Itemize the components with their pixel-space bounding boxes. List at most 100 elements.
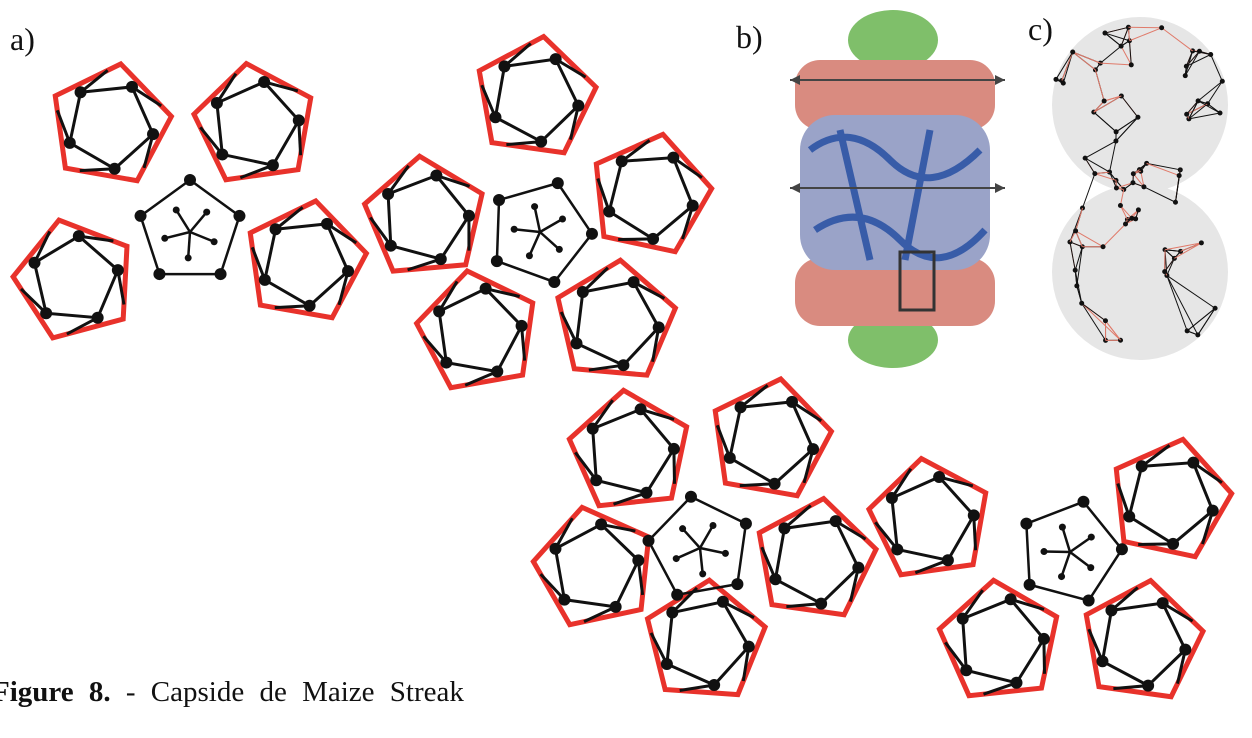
arrow-tip bbox=[185, 254, 192, 261]
subunit bbox=[550, 53, 562, 65]
subunit bbox=[571, 337, 583, 349]
subunit bbox=[233, 210, 245, 222]
subunit bbox=[933, 471, 945, 483]
subunit bbox=[1136, 460, 1148, 472]
subunit bbox=[147, 128, 159, 140]
subunit bbox=[667, 152, 679, 164]
symmetry-arrow bbox=[535, 207, 540, 232]
subunit bbox=[73, 230, 85, 242]
lattice-node bbox=[1083, 156, 1088, 161]
subunit bbox=[587, 423, 599, 435]
subunit bbox=[28, 257, 40, 269]
arrow-tip bbox=[161, 235, 168, 242]
capsid-net bbox=[13, 37, 1232, 697]
subunit bbox=[724, 452, 736, 464]
pentamer-outline bbox=[417, 271, 533, 388]
symmetry-arrow bbox=[540, 232, 559, 249]
arrow-tip bbox=[526, 252, 533, 259]
caption: Figure 8. - Capside de Maize Streak bbox=[0, 676, 464, 709]
symmetry-arrow bbox=[676, 548, 700, 559]
hub-ring bbox=[497, 183, 592, 282]
subunit bbox=[498, 60, 510, 72]
subunit bbox=[708, 679, 720, 691]
subunit bbox=[572, 100, 584, 112]
subunit bbox=[740, 518, 752, 530]
subunit bbox=[957, 613, 969, 625]
subunit bbox=[830, 515, 842, 527]
symmetry-arrow bbox=[188, 232, 190, 258]
geminate-lattice bbox=[1052, 17, 1228, 360]
sphere bbox=[1052, 17, 1228, 193]
pentamer-outline bbox=[1086, 581, 1203, 697]
subunit bbox=[685, 491, 697, 503]
subunit bbox=[632, 554, 644, 566]
symmetry-arrow bbox=[1070, 552, 1091, 568]
arrow-tip bbox=[1087, 564, 1094, 571]
subunit bbox=[717, 596, 729, 608]
subunit bbox=[433, 305, 445, 317]
figure: a) b) c) bbox=[0, 0, 1252, 738]
subunit bbox=[610, 601, 622, 613]
subunit bbox=[1024, 579, 1036, 591]
subunit bbox=[671, 589, 683, 601]
subunit bbox=[661, 658, 673, 670]
subunit bbox=[382, 188, 394, 200]
subunit bbox=[1207, 505, 1219, 517]
symmetry-arrow bbox=[1070, 537, 1091, 552]
pentamer-outline bbox=[558, 260, 675, 375]
subunit bbox=[480, 283, 492, 295]
subunit bbox=[385, 240, 397, 252]
subunit bbox=[1096, 655, 1108, 667]
subunit bbox=[1083, 595, 1095, 607]
subunit bbox=[493, 194, 505, 206]
subunit bbox=[647, 233, 659, 245]
subunit bbox=[40, 307, 52, 319]
symmetry-arrow bbox=[165, 232, 190, 238]
symmetry-arrow bbox=[190, 232, 214, 242]
caption-text: - Capside de Maize Streak bbox=[126, 676, 464, 708]
subunit bbox=[653, 321, 665, 333]
lattice-node bbox=[1199, 240, 1204, 245]
arrow-tip bbox=[531, 203, 538, 210]
symmetry-arrow bbox=[529, 232, 540, 256]
subunit bbox=[807, 443, 819, 455]
subunit bbox=[1179, 644, 1191, 656]
subunit bbox=[321, 218, 333, 230]
arrow-tip bbox=[1058, 573, 1065, 580]
lattice-node bbox=[1196, 98, 1201, 103]
symmetry-arrow bbox=[514, 229, 540, 232]
lattice-node bbox=[1208, 52, 1213, 57]
arrow-tip bbox=[710, 522, 717, 529]
subunit bbox=[64, 137, 76, 149]
subunit bbox=[616, 155, 628, 167]
subunit bbox=[1142, 680, 1154, 692]
lattice-node bbox=[1173, 200, 1178, 205]
subunit bbox=[489, 111, 501, 123]
pentamer-outline bbox=[648, 580, 766, 694]
subunit bbox=[258, 76, 270, 88]
lattice-node bbox=[1053, 77, 1058, 82]
subunit bbox=[640, 487, 652, 499]
symmetry-arrow bbox=[700, 525, 713, 548]
subunit bbox=[1116, 543, 1128, 555]
lattice-node bbox=[1184, 64, 1189, 69]
page: {"panels": {"a": "a)", "b": "b)", "c": "… bbox=[0, 0, 1252, 738]
arrow-tip bbox=[1041, 548, 1048, 555]
subunit bbox=[1010, 677, 1022, 689]
subunit bbox=[558, 594, 570, 606]
subunit bbox=[1005, 593, 1017, 605]
lattice-node bbox=[1185, 328, 1190, 333]
subunit bbox=[112, 264, 124, 276]
subunit bbox=[1077, 496, 1089, 508]
lattice-node bbox=[1133, 216, 1138, 221]
subunit bbox=[491, 366, 503, 378]
pentamer-outline bbox=[13, 220, 127, 338]
lattice-node bbox=[1074, 283, 1079, 288]
subunit bbox=[548, 276, 560, 288]
arrow-tip bbox=[203, 209, 210, 216]
lattice-node bbox=[1220, 79, 1225, 84]
subunit bbox=[891, 543, 903, 555]
lattice-node bbox=[1114, 186, 1119, 191]
arrow-tip bbox=[559, 216, 566, 223]
subunit bbox=[1187, 457, 1199, 469]
